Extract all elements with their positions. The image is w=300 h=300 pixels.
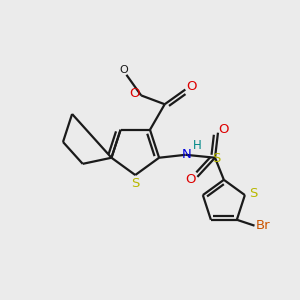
Text: S: S	[131, 177, 140, 190]
Text: S: S	[249, 187, 257, 200]
Text: O: O	[119, 64, 128, 74]
Text: O: O	[186, 80, 196, 93]
Text: O: O	[186, 173, 196, 186]
Text: O: O	[219, 123, 229, 136]
Text: S: S	[212, 152, 220, 165]
Text: N: N	[181, 148, 191, 161]
Text: H: H	[192, 139, 201, 152]
Text: Br: Br	[256, 219, 271, 232]
Text: O: O	[129, 87, 140, 100]
